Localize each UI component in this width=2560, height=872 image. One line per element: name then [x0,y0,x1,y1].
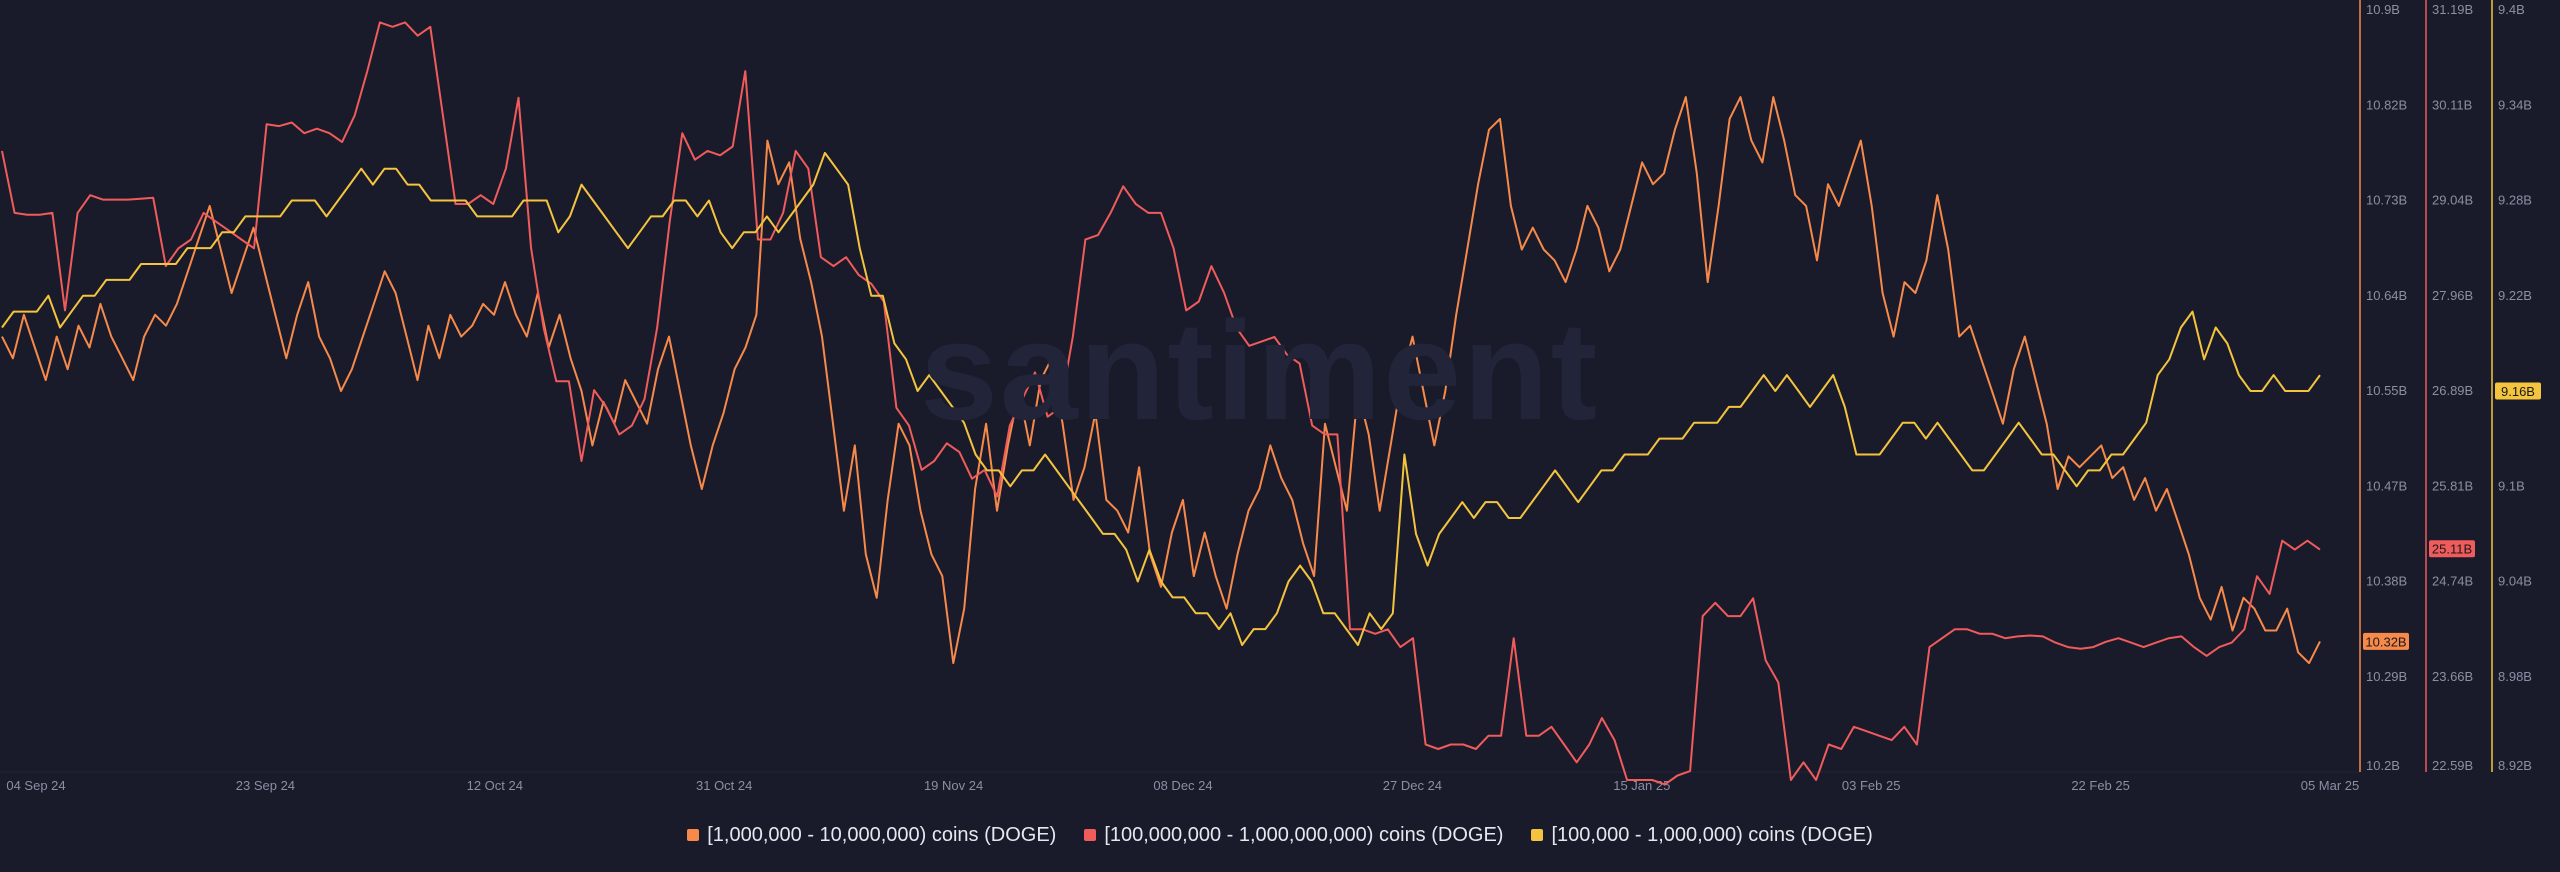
y-tick-label-1: 10.82B [2366,97,2407,112]
x-tick-label: 19 Nov 24 [924,778,983,793]
current-value-badge-3 [2495,382,2541,400]
series-line-1 [1,96,2321,665]
y-tick-label-1: 10.55B [2366,383,2407,398]
x-tick-label: 03 Feb 25 [1842,778,1901,793]
y-tick-label-3: 9.22B [2498,288,2532,303]
y-tick-label-3: 9.1B [2498,478,2525,493]
y-tick-label-3: 9.28B [2498,193,2532,208]
x-tick-label: 23 Sep 24 [236,778,295,793]
current-value-badge-1 [2363,632,2409,650]
y-tick-label-3: 8.92B [2498,758,2532,773]
y-tick-label-1: 10.73B [2366,193,2407,208]
series-line-2 [1,21,2321,786]
y-tick-label-2: 26.89B [2432,383,2473,398]
legend-item-series-2[interactable]: [100,000,000 - 1,000,000,000) coins (DOG… [1084,824,1503,847]
y-tick-label-2: 24.74B [2432,574,2473,589]
legend-swatch-series-2 [1084,829,1097,841]
y-tick-label-3: 9.04B [2498,574,2532,589]
x-tick-label: 04 Sep 24 [6,778,65,793]
current-value-label-2: 25.11B [2432,542,2472,557]
y-tick-label-2: 30.11B [2432,97,2472,112]
legend-label-series-1: [1,000,000 - 10,000,000) coins (DOGE) [707,823,1057,846]
current-value-label-3: 9.16B [2501,384,2535,399]
legend-item-series-1[interactable]: [1,000,000 - 10,000,000) coins (DOGE) [687,824,1056,847]
y-tick-label-2: 22.59B [2432,758,2473,773]
y-tick-label-1: 10.64B [2366,288,2407,303]
legend-swatch-series-3 [1531,829,1544,841]
series-line-3 [1,151,2321,646]
y-tick-label-3: 9.4B [2498,2,2525,17]
legend: [1,000,000 - 10,000,000) coins (DOGE) [1… [0,820,2560,850]
x-tick-label: 12 Oct 24 [467,778,523,793]
legend-label-series-2: [100,000,000 - 1,000,000,000) coins (DOG… [1104,823,1504,846]
x-tick-label: 31 Oct 24 [696,778,752,793]
current-value-label-1: 10.32B [2365,634,2406,649]
y-tick-label-1: 10.2B [2366,758,2400,773]
legend-swatch-series-1 [687,829,700,841]
y-tick-label-2: 25.81B [2432,478,2473,493]
y-tick-label-1: 10.47B [2366,478,2407,493]
x-tick-label: 05 Mar 25 [2301,778,2360,793]
current-value-badge-2 [2429,540,2475,558]
y-tick-label-3: 9.34B [2498,97,2532,112]
y-tick-label-1: 10.38B [2366,574,2407,589]
y-tick-label-3: 8.98B [2498,669,2532,684]
x-tick-label: 22 Feb 25 [2071,778,2130,793]
y-tick-label-1: 10.29B [2366,669,2407,684]
y-tick-label-2: 29.04B [2432,193,2473,208]
x-tick-label: 08 Dec 24 [1153,778,1212,793]
legend-label-series-3: [100,000 - 1,000,000) coins (DOGE) [1551,823,1873,846]
x-tick-label: 27 Dec 24 [1383,778,1442,793]
y-tick-label-1: 10.9B [2366,2,2400,17]
legend-item-series-3[interactable]: [100,000 - 1,000,000) coins (DOGE) [1531,823,1873,847]
y-tick-label-2: 23.66B [2432,669,2473,684]
y-tick-label-2: 27.96B [2432,288,2473,303]
y-tick-label-2: 31.19B [2432,2,2473,17]
